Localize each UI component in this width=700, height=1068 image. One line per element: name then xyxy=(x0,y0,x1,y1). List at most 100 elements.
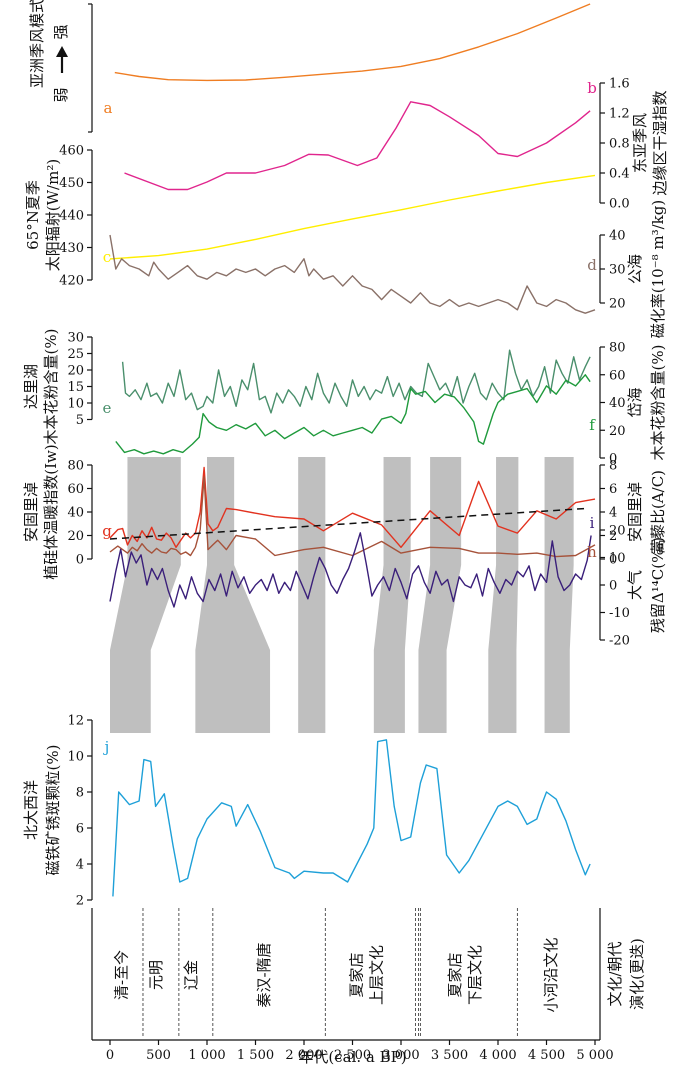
ylabel-a: 亚洲季风模式 xyxy=(28,0,46,88)
panel-letter-j: j xyxy=(103,738,110,756)
series-lines xyxy=(109,3,596,897)
y-tick-label-i: -20 xyxy=(609,634,630,649)
y-tick-label-h: 6 xyxy=(609,482,617,497)
panel-letter-a: a xyxy=(104,99,113,117)
strong-arrow-head xyxy=(56,46,68,57)
ylabel-d: 公海 xyxy=(626,254,644,284)
ylabel-e: 木本花粉含量(%) xyxy=(42,329,60,445)
culture-label: 秦汉-隋唐 xyxy=(255,942,273,1007)
ylabel-h: 安固里淖 xyxy=(626,482,644,542)
ylabel-f: 木本花粉含量(%) xyxy=(649,345,667,461)
y-tick-label-i: -10 xyxy=(609,606,630,621)
y-tick-label-b: 0.0 xyxy=(609,197,630,212)
panel-letter-i: i xyxy=(590,514,595,532)
x-tick-label: 1 000 xyxy=(188,1048,225,1063)
x-tick-label: 3 000 xyxy=(382,1048,419,1063)
y-tick-label-e: 30 xyxy=(67,331,84,346)
ylabel-c: 太阳辐射(W/m²) xyxy=(44,159,62,271)
shaded-interval-5 xyxy=(418,457,462,733)
shaded-interval-3 xyxy=(298,457,326,733)
y-tick-label-j: 6 xyxy=(76,822,84,837)
series-line-trend xyxy=(109,507,586,540)
y-tick-label-c: 420 xyxy=(59,274,84,289)
series-line-d xyxy=(109,234,596,314)
x-tick-label: 2 000 xyxy=(285,1048,322,1063)
x-tick-label: 500 xyxy=(146,1048,171,1063)
ylabel-i: 大气 xyxy=(626,570,644,600)
ylabel-c: 65°N夏季 xyxy=(24,180,42,250)
panel-letter-e: e xyxy=(103,399,112,417)
ylabel-e: 达里湖 xyxy=(22,364,40,409)
x-tick-label: 0 xyxy=(106,1048,114,1063)
y-tick-label-b: 0.8 xyxy=(609,137,630,152)
y-tick-label-e: 10 xyxy=(67,397,84,412)
y-tick-label-c: 440 xyxy=(59,209,84,224)
ylabel-f: 岱海 xyxy=(626,387,644,417)
panel-letter-d: d xyxy=(587,256,597,274)
series-line-g xyxy=(109,466,596,548)
y-tick-label-d: 40 xyxy=(609,229,626,244)
y-tick-label-e: 5 xyxy=(76,413,84,428)
y-tick-label-f: 80 xyxy=(609,341,626,356)
y-tick-label-i: 10 xyxy=(609,551,626,566)
culture-label: 下层文化 xyxy=(466,945,484,1005)
series-line-h xyxy=(109,476,596,558)
panel-letter-c: c xyxy=(103,248,111,266)
y-tick-label-b: 0.4 xyxy=(609,167,630,182)
panel-letter-g: g xyxy=(102,522,112,540)
x-tick-label: 3 500 xyxy=(431,1048,468,1063)
shaded-interval-1 xyxy=(110,457,181,733)
panel-letter-f: f xyxy=(589,416,596,434)
y-tick-label-d: 30 xyxy=(609,263,626,278)
y-tick-label-j: 8 xyxy=(76,786,84,801)
y-tick-label-j: 10 xyxy=(67,750,84,765)
series-line-e xyxy=(121,349,591,414)
shaded-intervals xyxy=(110,457,574,733)
y-tick-label-b: 1.6 xyxy=(609,77,630,92)
y-tick-label-h: 2 xyxy=(609,529,617,544)
ylabel-j: 磁铁矿锈斑颗粒(%) xyxy=(44,745,62,876)
y-tick-label-g: 40 xyxy=(67,506,84,521)
culture-label: 元明 xyxy=(147,960,165,990)
series-line-a xyxy=(114,3,591,82)
panel-letter-h: h xyxy=(587,543,597,561)
x-tick-label: 1 500 xyxy=(237,1048,274,1063)
shaded-interval-6 xyxy=(488,457,519,733)
ylabel-i: 残留Δ¹⁴C(‰) xyxy=(649,537,667,633)
culture-label: 夏家店 xyxy=(347,952,365,997)
culture-title: 演化(更迭) xyxy=(628,938,646,1010)
ylabel-g: 植硅体温暖指数(Iw) xyxy=(42,444,60,579)
culture-label: 上层文化 xyxy=(367,945,385,1005)
axes: 0.00.40.81.21.64204304404504602030405101… xyxy=(59,3,630,909)
y-tick-label-g: 60 xyxy=(67,482,84,497)
y-tick-label-h: 8 xyxy=(609,459,617,474)
y-tick-label-j: 12 xyxy=(67,714,84,729)
y-tick-label-f: 0 xyxy=(609,452,617,467)
y-tick-label-c: 430 xyxy=(59,241,84,256)
ylabel-b: 边缘区干湿指数 xyxy=(651,90,669,195)
shaded-interval-4 xyxy=(373,457,411,733)
shaded-interval-7 xyxy=(544,457,574,733)
culture-label: 清-至今 xyxy=(112,950,130,1000)
y-tick-label-g: 80 xyxy=(67,459,84,474)
series-line-j xyxy=(112,739,591,897)
ylabel-h: 蒿藜比(A/C) xyxy=(649,470,667,554)
y-tick-label-c: 450 xyxy=(59,176,84,191)
y-tick-label-j: 2 xyxy=(76,894,84,909)
y-tick-label-f: 40 xyxy=(609,396,626,411)
ylabel-g: 安固里淖 xyxy=(22,482,40,542)
culture-title: 文化/朝代 xyxy=(606,941,624,1006)
culture-periods: 清-至今 元明 辽金 秦汉-隋唐 夏家店 上层文化 夏家店 下层文化 小河沿文化 文化/朝代 演化(… xyxy=(91,908,646,1066)
x-tick-label: 2 500 xyxy=(334,1048,371,1063)
y-tick-label-f: 20 xyxy=(609,424,626,439)
x-tick-label: 4 500 xyxy=(528,1048,565,1063)
y-tick-label-e: 15 xyxy=(67,380,84,395)
y-tick-label-b: 1.2 xyxy=(609,107,630,122)
culture-label: 小河沿文化 xyxy=(542,937,560,1012)
panel-letter-b: b xyxy=(587,79,597,97)
y-tick-label-e: 25 xyxy=(67,347,84,362)
series-line-f xyxy=(115,374,591,455)
series-line-i xyxy=(109,532,592,608)
